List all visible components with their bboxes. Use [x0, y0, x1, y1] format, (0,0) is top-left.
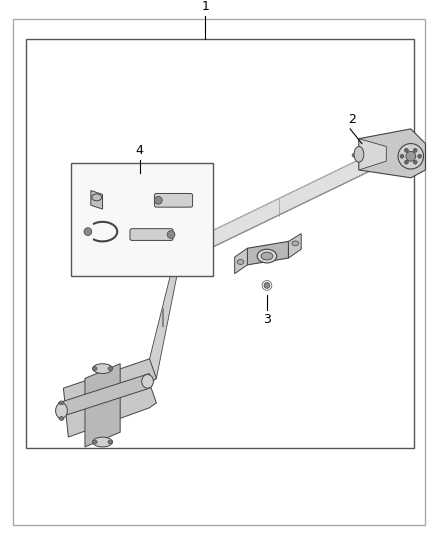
Ellipse shape	[398, 143, 424, 169]
Ellipse shape	[261, 252, 273, 260]
Polygon shape	[164, 253, 179, 274]
Text: 2: 2	[348, 113, 356, 126]
Polygon shape	[85, 364, 120, 447]
Ellipse shape	[108, 367, 113, 370]
Ellipse shape	[167, 231, 175, 238]
Ellipse shape	[413, 160, 417, 164]
Ellipse shape	[406, 151, 416, 161]
Ellipse shape	[92, 367, 97, 370]
Polygon shape	[247, 241, 289, 265]
Ellipse shape	[404, 148, 408, 152]
Text: 1: 1	[201, 1, 209, 13]
Ellipse shape	[264, 282, 270, 288]
Ellipse shape	[418, 155, 421, 158]
Ellipse shape	[56, 403, 67, 418]
Bar	[71, 163, 213, 276]
Ellipse shape	[84, 228, 92, 236]
Polygon shape	[149, 253, 179, 383]
Text: 3: 3	[263, 313, 271, 326]
Ellipse shape	[292, 241, 299, 246]
Ellipse shape	[93, 437, 112, 447]
Ellipse shape	[59, 401, 64, 405]
Ellipse shape	[352, 154, 358, 157]
Polygon shape	[359, 139, 386, 170]
Ellipse shape	[142, 375, 153, 388]
Polygon shape	[91, 190, 102, 209]
Ellipse shape	[404, 160, 408, 164]
Ellipse shape	[92, 440, 97, 444]
Polygon shape	[289, 233, 301, 258]
Polygon shape	[64, 359, 156, 437]
Ellipse shape	[108, 440, 113, 444]
Ellipse shape	[354, 147, 364, 162]
Ellipse shape	[237, 260, 244, 264]
Polygon shape	[176, 147, 386, 265]
Ellipse shape	[400, 155, 404, 158]
Polygon shape	[235, 248, 247, 274]
FancyBboxPatch shape	[155, 193, 193, 207]
Text: 4: 4	[136, 144, 144, 157]
FancyBboxPatch shape	[130, 229, 173, 240]
Polygon shape	[59, 374, 149, 417]
Ellipse shape	[59, 417, 64, 421]
Polygon shape	[149, 253, 179, 277]
Ellipse shape	[413, 148, 417, 152]
Bar	[26, 39, 414, 448]
Ellipse shape	[93, 364, 112, 374]
Ellipse shape	[155, 196, 162, 204]
Polygon shape	[359, 129, 425, 178]
Ellipse shape	[257, 249, 277, 263]
